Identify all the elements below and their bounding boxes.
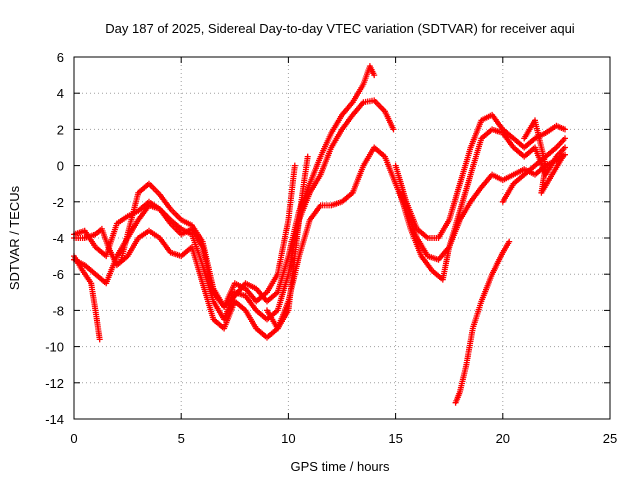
- y-tick-label: -10: [45, 340, 64, 355]
- data-point: [562, 144, 568, 151]
- y-tick-label: -8: [52, 303, 64, 318]
- y-tick-label: 2: [57, 122, 64, 137]
- data-point: [96, 336, 103, 343]
- y-tick-label: -12: [45, 376, 64, 391]
- y-tick-label: -14: [45, 412, 64, 427]
- data-points: [71, 63, 568, 406]
- plot-frame: [73, 56, 611, 420]
- x-tick-label: 5: [178, 431, 185, 446]
- data-point: [304, 153, 311, 160]
- y-tick-label: -6: [52, 267, 64, 282]
- x-tick-label: 0: [70, 431, 77, 446]
- data-point: [371, 72, 378, 79]
- data-point: [559, 153, 566, 160]
- x-tick-label: 20: [496, 431, 510, 446]
- series-track-1: [71, 63, 378, 310]
- series-track-11: [521, 117, 566, 196]
- series-track-5: [71, 253, 103, 343]
- x-tick-label: 10: [281, 431, 295, 446]
- data-point: [291, 162, 298, 169]
- y-axis-label: SDTVAR / TECUs: [7, 185, 22, 290]
- series-track-6: [264, 153, 311, 332]
- chart-title: Day 187 of 2025, Sidereal Day-to-day VTE…: [105, 21, 575, 36]
- data-point: [390, 126, 397, 133]
- y-tick-label: 0: [57, 159, 64, 174]
- data-point: [562, 135, 568, 142]
- x-tick-label: 25: [603, 431, 617, 446]
- series-track-9: [452, 238, 513, 406]
- data-point: [562, 126, 568, 133]
- y-tick-label: -2: [52, 195, 64, 210]
- y-tick-label: -4: [52, 231, 64, 246]
- series-track-3: [118, 162, 298, 310]
- y-tick-label: 6: [57, 50, 64, 65]
- data-point: [506, 238, 513, 245]
- y-tick-label: 4: [57, 86, 64, 101]
- series-track-8: [396, 126, 568, 283]
- series-track-7: [392, 111, 568, 241]
- x-tick-label: 15: [388, 431, 402, 446]
- x-axis-label: GPS time / hours: [291, 459, 390, 474]
